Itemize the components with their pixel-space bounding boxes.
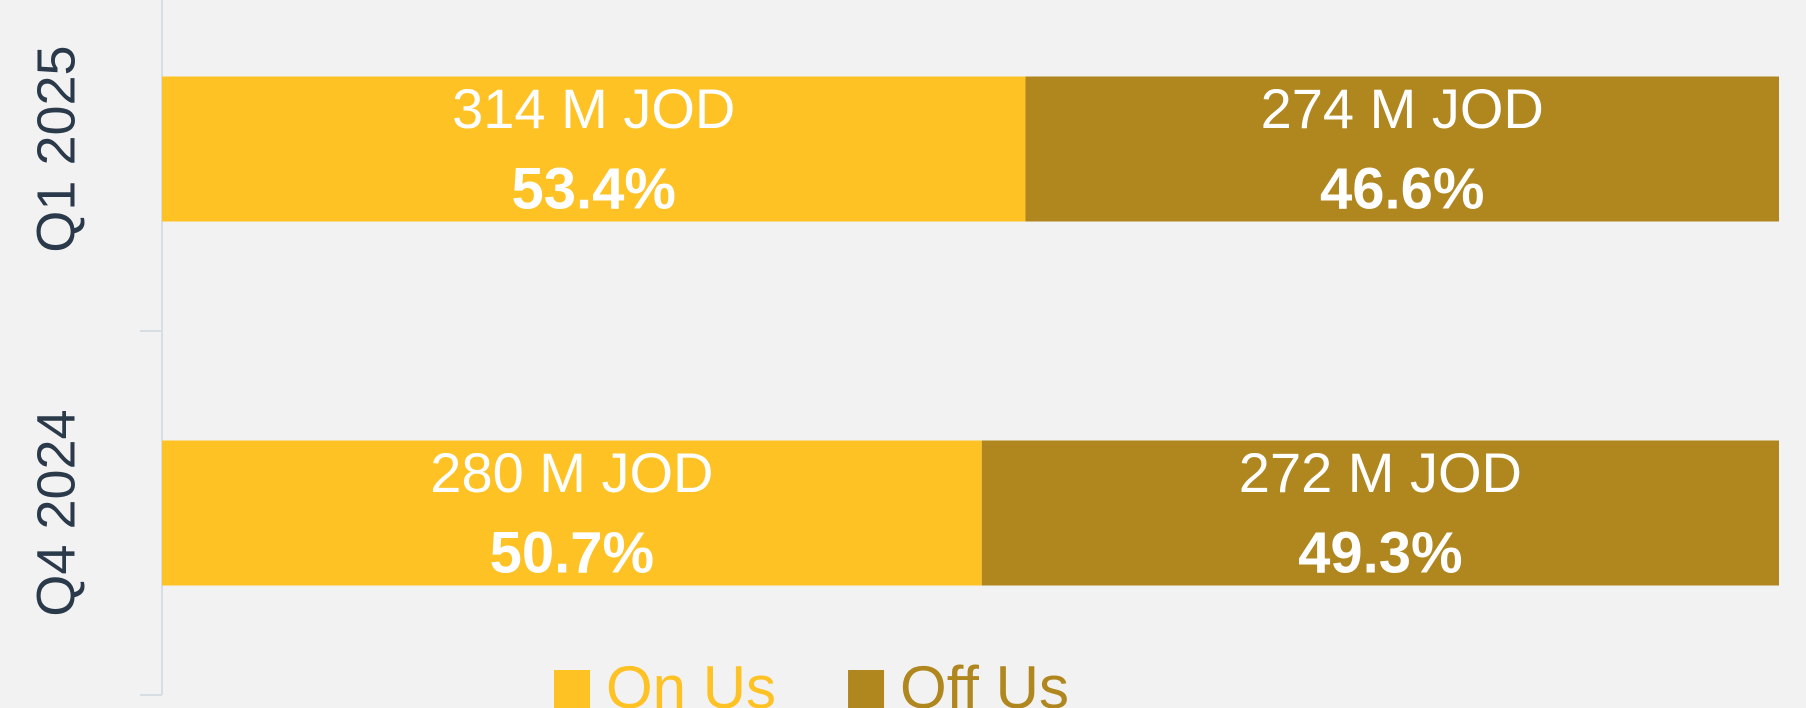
y-tick-label: Q4 2024 [26, 409, 86, 616]
bar-segment [162, 440, 982, 586]
legend-label: On Us [606, 654, 776, 708]
bar-segment [981, 440, 1779, 586]
value-label: 46.6% [1320, 156, 1484, 221]
y-tick-label: Q1 2025 [26, 45, 86, 252]
amount-label: 272 M JOD [1239, 441, 1522, 504]
legend-swatch [848, 670, 885, 708]
value-label: 53.4% [512, 156, 676, 221]
amount-label: 314 M JOD [452, 77, 735, 140]
bar-segment [1025, 76, 1779, 222]
bar-segment [162, 76, 1026, 222]
value-label: 49.3% [1298, 520, 1462, 585]
legend-swatch [554, 670, 590, 708]
value-label: 50.7% [490, 520, 654, 585]
amount-label: 274 M JOD [1261, 77, 1544, 140]
legend-label: Off Us [900, 654, 1069, 708]
amount-label: 280 M JOD [430, 441, 713, 504]
